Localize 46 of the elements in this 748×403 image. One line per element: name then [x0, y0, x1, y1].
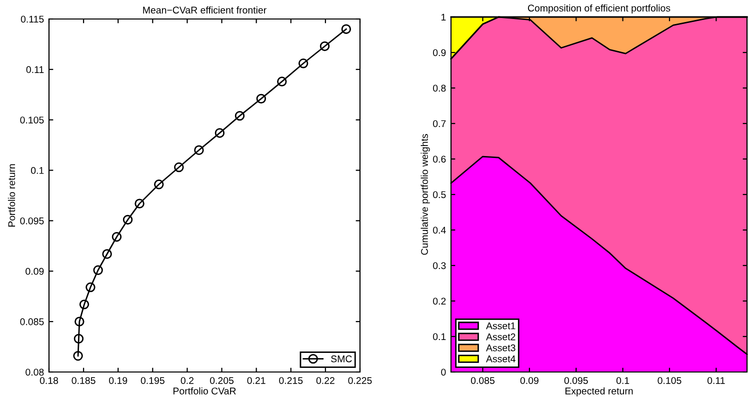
y-tick-label: 0.7	[433, 120, 446, 128]
x-tick-label: 0.1	[616, 377, 630, 384]
x-tick-label: 0.18	[40, 377, 58, 384]
x-tick-label: 0.105	[658, 377, 682, 384]
legend-label: Asset1	[486, 322, 516, 330]
y-tick-label: 1	[441, 14, 446, 21]
y-tick-label: 0.2	[433, 298, 446, 305]
chart-title: Mean−CVaR efficient frontier	[143, 6, 266, 14]
x-tick-label: 0.22	[316, 377, 334, 384]
y-tick-label: 0.085	[20, 318, 44, 326]
x-tick-label: 0.11	[707, 377, 725, 384]
x-tick-label: 0.205	[210, 377, 234, 384]
y-axis-title: Cumulative portfolio weights	[420, 134, 430, 255]
x-axis-title: Expected return	[565, 387, 633, 396]
x-axis-title: Portfolio CVaR	[174, 387, 236, 394]
x-tick-label: 0.085	[470, 377, 495, 384]
legend-label: Asset3	[486, 344, 516, 352]
x-tick-label: 0.2	[180, 377, 194, 384]
legend-label: Asset2	[486, 333, 516, 340]
y-tick-label: 0.1	[433, 333, 446, 340]
y-tick-label: 0	[441, 368, 446, 376]
y-tick-label: 0.11	[26, 66, 44, 74]
y-tick-label: 0.5	[433, 191, 446, 198]
y-axis-title: Portfolio return	[8, 164, 16, 227]
legend-label: Asset4	[486, 356, 516, 362]
y-tick-label: 0.8	[433, 84, 446, 92]
y-tick-label: 0.095	[20, 217, 44, 224]
x-tick-label: 0.195	[140, 377, 164, 384]
y-tick-label: 0.1	[31, 167, 44, 174]
y-tick-label: 0.105	[20, 116, 44, 124]
x-tick-label: 0.19	[109, 377, 128, 384]
y-tick-label: 0.6	[433, 156, 446, 163]
y-tick-label: 0.09	[26, 268, 44, 275]
x-tick-label: 0.215	[279, 377, 303, 384]
y-tick-label: 0.08	[26, 368, 44, 376]
x-tick-label: 0.21	[247, 377, 266, 384]
x-tick-label: 0.185	[72, 377, 96, 384]
x-tick-label: 0.095	[564, 377, 588, 384]
legend-label: SMC	[331, 355, 352, 362]
y-tick-label: 0.4	[433, 226, 446, 234]
x-tick-label: 0.225	[348, 377, 372, 384]
y-tick-label: 0.115	[20, 16, 44, 23]
y-tick-label: 0.9	[433, 49, 446, 56]
y-tick-label: 0.3	[433, 262, 446, 270]
x-tick-label: 0.09	[520, 377, 538, 384]
chart-title: Composition of efficient portfolios	[528, 4, 670, 14]
